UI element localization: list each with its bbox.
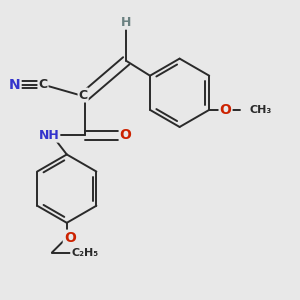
Text: C: C: [79, 88, 88, 101]
Text: C₂H₅: C₂H₅: [71, 248, 98, 257]
Text: O: O: [64, 231, 76, 245]
Text: NH: NH: [39, 129, 59, 142]
Text: C: C: [38, 78, 48, 91]
Text: N: N: [9, 78, 21, 92]
Text: O: O: [120, 128, 132, 142]
Text: H: H: [121, 16, 131, 29]
Text: CH₃: CH₃: [249, 105, 272, 115]
Text: O: O: [220, 103, 232, 117]
